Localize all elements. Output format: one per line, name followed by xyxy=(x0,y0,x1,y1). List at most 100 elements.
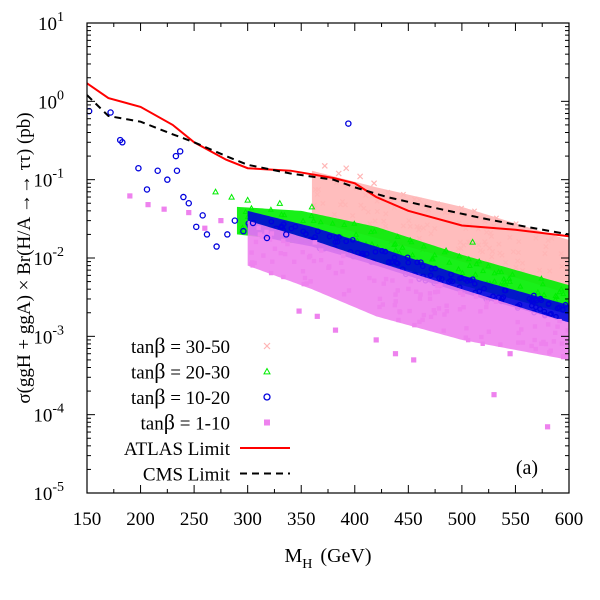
x-tick-label: 400 xyxy=(341,509,370,530)
band-marker xyxy=(484,300,490,305)
point-3 xyxy=(231,217,239,224)
band-marker xyxy=(461,304,466,310)
marker-stroke xyxy=(337,202,344,208)
point-3 xyxy=(119,139,126,146)
band-marker xyxy=(435,289,441,294)
band-marker xyxy=(542,250,548,257)
band-marker xyxy=(285,241,290,247)
band-marker xyxy=(455,246,462,252)
band-marker xyxy=(250,263,255,268)
marker-stroke xyxy=(363,192,369,198)
point-4 xyxy=(296,308,302,314)
marker-stroke xyxy=(549,235,555,241)
band-marker xyxy=(479,334,484,340)
band-marker xyxy=(253,239,259,245)
band-marker xyxy=(304,281,309,286)
band-marker xyxy=(464,326,469,331)
band-marker xyxy=(382,248,389,255)
band-marker xyxy=(547,350,552,355)
band-marker xyxy=(441,328,446,333)
point-2 xyxy=(244,196,252,203)
band-marker xyxy=(481,285,487,292)
point-2 xyxy=(469,238,477,245)
band-marker xyxy=(385,189,391,195)
marker-stroke xyxy=(515,249,522,256)
point-4 xyxy=(373,337,379,343)
point-3 xyxy=(199,212,206,219)
band-marker xyxy=(545,322,551,327)
band-marker xyxy=(326,233,333,240)
band-marker xyxy=(438,276,445,282)
band-marker xyxy=(498,342,503,347)
band-marker xyxy=(363,192,369,198)
limit-lines xyxy=(87,82,569,238)
band-marker xyxy=(480,341,485,346)
x-tick-label: 500 xyxy=(448,509,477,530)
band-marker xyxy=(427,291,433,296)
marker-stroke xyxy=(543,243,549,250)
band-marker xyxy=(436,306,442,311)
band-marker xyxy=(379,248,385,254)
band-marker xyxy=(460,292,466,297)
marker-stroke xyxy=(514,258,521,264)
band-marker xyxy=(556,304,563,311)
band-marker xyxy=(491,269,498,276)
band-marker xyxy=(446,259,453,265)
band-marker xyxy=(438,283,443,288)
point-3 xyxy=(107,109,114,116)
band-marker xyxy=(371,228,378,234)
x-tick-label: 600 xyxy=(555,509,584,530)
marker-stroke xyxy=(496,241,502,247)
band-marker xyxy=(318,248,324,253)
band-marker xyxy=(503,259,509,266)
marker-stroke xyxy=(314,191,320,198)
band-marker xyxy=(264,229,269,235)
band-marker xyxy=(312,234,318,240)
marker-stroke xyxy=(421,202,427,208)
marker-stroke xyxy=(489,254,495,260)
band-marker xyxy=(257,232,263,237)
band-marker xyxy=(252,260,257,266)
y-tick-label: 100 xyxy=(38,88,64,113)
band-marker xyxy=(412,322,417,328)
band-marker xyxy=(432,265,439,272)
marker-stroke xyxy=(365,209,371,215)
band-marker xyxy=(311,258,317,264)
point-4 xyxy=(491,392,497,398)
band-marker xyxy=(398,310,403,315)
band-marker xyxy=(405,259,412,266)
point-1 xyxy=(343,165,350,172)
point-3 xyxy=(249,219,257,227)
band-marker xyxy=(372,218,378,224)
x-tick-label: 350 xyxy=(287,509,316,530)
legend-marker xyxy=(263,342,271,350)
band-marker xyxy=(471,208,478,214)
point-4 xyxy=(411,357,417,363)
band-marker xyxy=(509,271,516,277)
band-marker xyxy=(538,297,545,304)
band-marker xyxy=(350,212,356,219)
band-marker xyxy=(301,281,306,287)
x-tick-label: 300 xyxy=(233,509,262,530)
point-4 xyxy=(145,202,151,208)
band-marker xyxy=(281,238,286,244)
band-marker xyxy=(473,260,480,267)
point-3 xyxy=(135,164,142,172)
legend-marker xyxy=(263,393,271,401)
point-4 xyxy=(392,351,399,357)
point-1 xyxy=(321,162,328,169)
marker-stroke xyxy=(503,259,509,266)
band-marker xyxy=(418,259,424,266)
band-marker xyxy=(456,252,463,259)
point-3 xyxy=(185,199,193,207)
marker-stroke xyxy=(406,217,412,224)
point-3 xyxy=(143,186,151,193)
band-marker xyxy=(314,191,320,198)
marker-stroke xyxy=(416,235,422,241)
band-marker xyxy=(406,217,412,224)
band-marker xyxy=(377,296,383,301)
marker-stroke xyxy=(357,173,364,180)
band-marker xyxy=(390,278,395,283)
marker-stroke xyxy=(458,205,465,211)
